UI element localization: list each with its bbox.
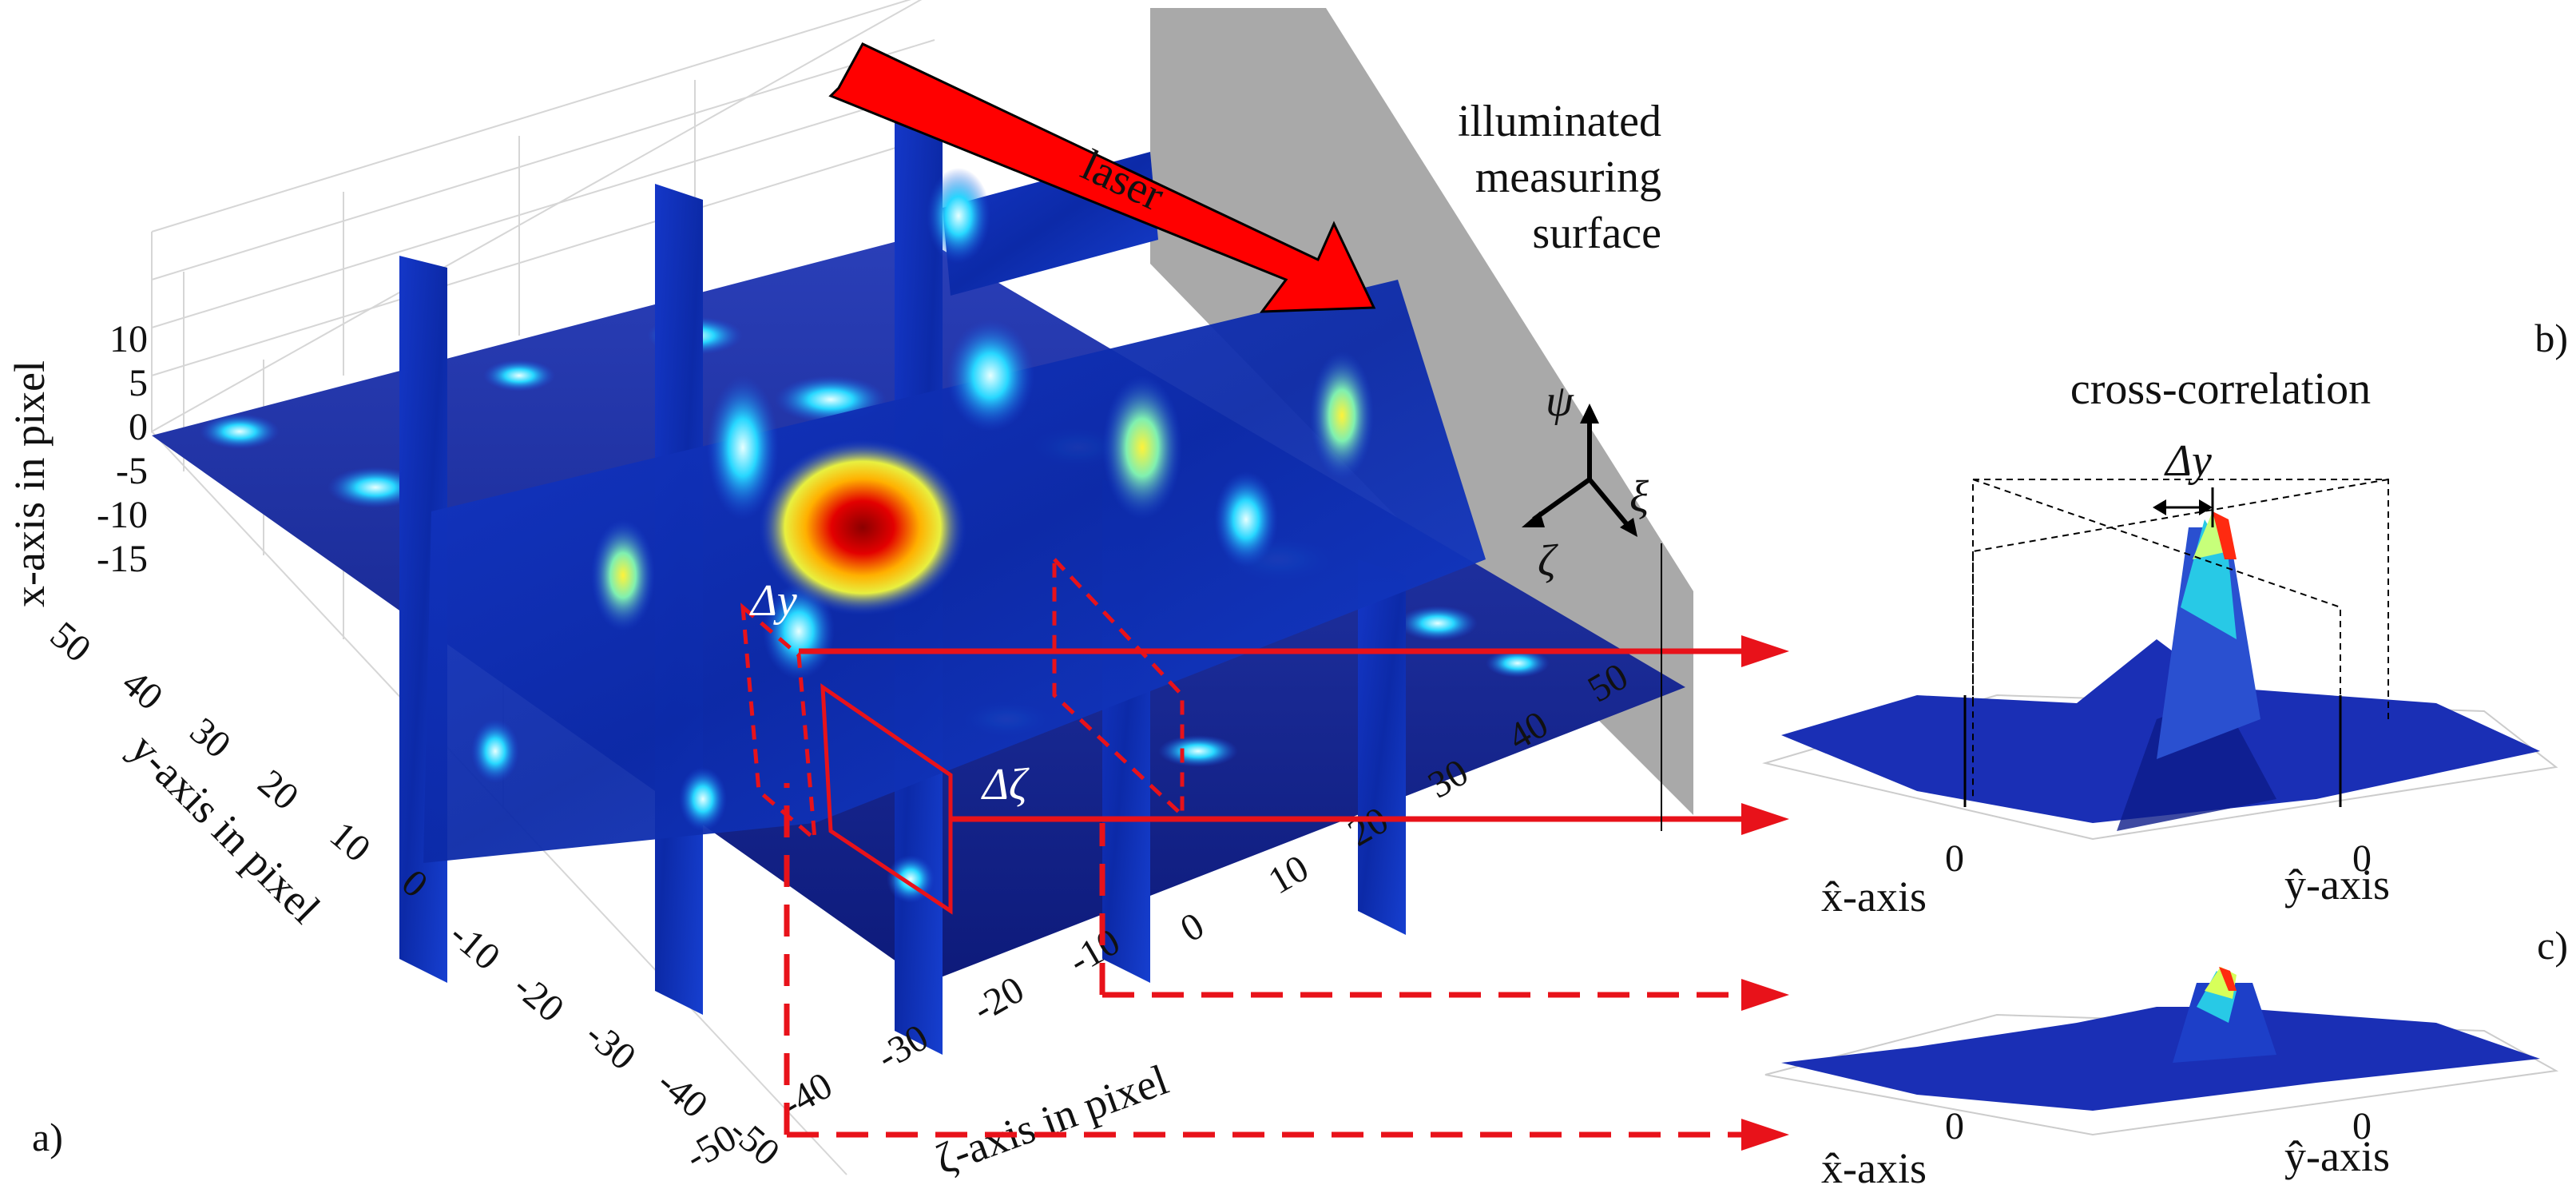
svg-text:10: 10	[109, 318, 148, 360]
corr-delta-y-label: Δy	[2164, 436, 2212, 486]
b-xhat-zero: 0	[1945, 837, 1964, 880]
svg-text:50: 50	[42, 614, 99, 670]
c-yhat-axis-label: ŷ-axis	[2284, 1132, 2390, 1180]
svg-text:-5: -5	[116, 450, 148, 492]
delta-y-label: Δy	[749, 576, 797, 626]
x-axis-ticks: 10 5 0 -5 -10 -15	[97, 318, 148, 580]
vertical-slice-texture	[471, 168, 1374, 903]
b-xhat-axis-label: x̂-axis	[1821, 873, 1927, 921]
svg-text:30: 30	[182, 710, 239, 766]
correlation-plot-b	[1661, 479, 2558, 841]
c-yhat-zero: 0	[2352, 1105, 2372, 1147]
xi-label: ξ	[1629, 472, 1649, 522]
panel-a-label: a)	[32, 1115, 63, 1159]
zeta-frame-label: ζ	[1538, 536, 1558, 586]
b-yhat-zero: 0	[2352, 837, 2372, 880]
surface-label-line2: measuring	[1475, 153, 1661, 202]
svg-text:-20: -20	[966, 968, 1031, 1031]
b-yhat-axis-label: ŷ-axis	[2284, 861, 2390, 909]
svg-text:-40: -40	[649, 1061, 716, 1127]
panel-c-label: c)	[2537, 923, 2568, 968]
c-xhat-zero: 0	[1945, 1105, 1964, 1147]
svg-text:5: 5	[129, 362, 148, 404]
svg-text:-30: -30	[578, 1013, 644, 1079]
surface-label-line3: surface	[1532, 209, 1661, 258]
svg-text:40: 40	[114, 662, 171, 718]
svg-text:10: 10	[322, 813, 379, 870]
svg-text:20: 20	[250, 762, 307, 818]
svg-text:10: 10	[1261, 847, 1316, 903]
svg-text:-10: -10	[442, 913, 508, 979]
c-xhat-axis-label: x̂-axis	[1821, 1144, 1927, 1192]
svg-text:-20: -20	[506, 965, 572, 1031]
svg-text:-10: -10	[97, 494, 148, 536]
y-axis-label: y-axis in pixel	[121, 724, 330, 933]
delta-zeta-label: Δζ	[981, 760, 1030, 809]
svg-text:-15: -15	[97, 538, 148, 580]
svg-text:0: 0	[129, 406, 148, 448]
svg-text:-40: -40	[774, 1064, 839, 1127]
panel-b-label: b)	[2534, 316, 2568, 360]
svg-text:0: 0	[1173, 905, 1211, 951]
correlation-plot-c	[1764, 967, 2559, 1136]
coordinate-frame-icon	[1522, 404, 1637, 537]
surface-label-line1: illuminated	[1458, 97, 1661, 146]
connector-arrows	[784, 635, 1789, 1151]
cross-correlation-title: cross-correlation	[2070, 364, 2371, 414]
zeta-axis-label: ζ-axis in pixel	[930, 1056, 1174, 1183]
psi-label: ψ	[1546, 376, 1574, 426]
x-axis-label: x-axis in pixel	[6, 360, 54, 607]
